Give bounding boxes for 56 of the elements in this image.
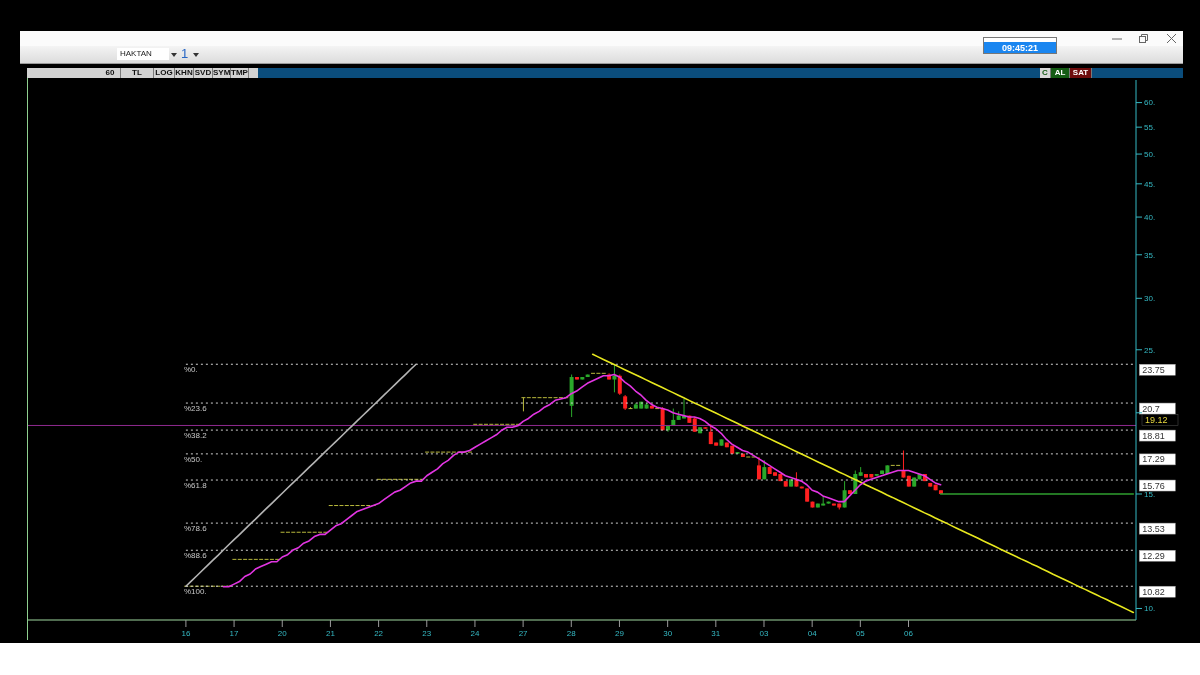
annotation: %88.6 bbox=[183, 551, 208, 561]
y-tick-label: 10. bbox=[1144, 604, 1156, 614]
x-tick-label: 05 bbox=[855, 629, 866, 638]
text: 09:45:21 bbox=[1001, 42, 1039, 54]
ref-line-label: 23.75 bbox=[1142, 364, 1165, 375]
annotation: %23.6 bbox=[183, 404, 208, 414]
y-tick-label: 55. bbox=[1144, 123, 1156, 133]
ref-line-label: 20.7 bbox=[1142, 403, 1160, 414]
x-tick-label: 20 bbox=[277, 629, 288, 638]
x-tick-label: 06 bbox=[904, 629, 914, 638]
text: HAKTAN bbox=[117, 48, 169, 60]
x-tick-label: 27 bbox=[518, 629, 529, 638]
text: 1 bbox=[181, 46, 189, 61]
y-tick-label: 50. bbox=[1144, 149, 1156, 159]
x-tick-label: 30 bbox=[663, 629, 673, 638]
text: KHN bbox=[175, 68, 194, 78]
ref-line-label: 17.29 bbox=[1142, 454, 1165, 465]
y-tick-label: 60. bbox=[1144, 98, 1156, 108]
annotation: %50. bbox=[183, 454, 203, 464]
y-tick-label: 30. bbox=[1144, 294, 1156, 304]
x-tick-label: 31 bbox=[711, 629, 721, 638]
ref-line-label: 15.76 bbox=[1142, 480, 1165, 491]
ref-line-label: 18.81 bbox=[1142, 430, 1165, 441]
x-tick-label: 04 bbox=[807, 629, 818, 638]
text: SAT bbox=[1070, 68, 1092, 78]
y-tick-label: 25. bbox=[1144, 345, 1156, 355]
ref-line-label: 12.29 bbox=[1142, 550, 1165, 561]
x-tick-label: 23 bbox=[422, 629, 432, 638]
text: C bbox=[1040, 68, 1051, 78]
y-tick-label: 40. bbox=[1144, 212, 1156, 222]
x-tick-label: 03 bbox=[759, 629, 769, 638]
text: LOG bbox=[154, 68, 175, 78]
text: AL bbox=[1051, 68, 1070, 78]
x-tick-label: 28 bbox=[566, 629, 577, 638]
ref-line-label: 19.12 bbox=[1145, 414, 1168, 425]
annotation: %100. bbox=[183, 587, 207, 597]
x-tick-label: 29 bbox=[615, 629, 625, 638]
text: 60 bbox=[100, 68, 121, 78]
text: TL bbox=[121, 68, 154, 78]
x-tick-label: 22 bbox=[374, 629, 384, 638]
y-tick-label: 15. bbox=[1144, 489, 1156, 499]
annotation: %78.6 bbox=[183, 524, 208, 534]
annotation: %0. bbox=[183, 365, 198, 375]
ref-line-label: 13.53 bbox=[1142, 523, 1165, 534]
annotation: %38.2 bbox=[183, 431, 208, 441]
text: SVD bbox=[194, 68, 213, 78]
x-tick-label: 17 bbox=[229, 629, 240, 638]
annotation: %61.8 bbox=[183, 481, 208, 491]
x-tick-label: 21 bbox=[325, 629, 336, 638]
text: SYM bbox=[213, 68, 231, 78]
y-tick-label: 45. bbox=[1144, 179, 1156, 189]
y-tick-label: 35. bbox=[1144, 250, 1156, 260]
ref-line-label: 10.82 bbox=[1142, 586, 1165, 597]
x-tick-label: 16 bbox=[181, 629, 191, 638]
x-tick-label: 24 bbox=[470, 629, 480, 638]
text: TMP bbox=[231, 68, 249, 78]
